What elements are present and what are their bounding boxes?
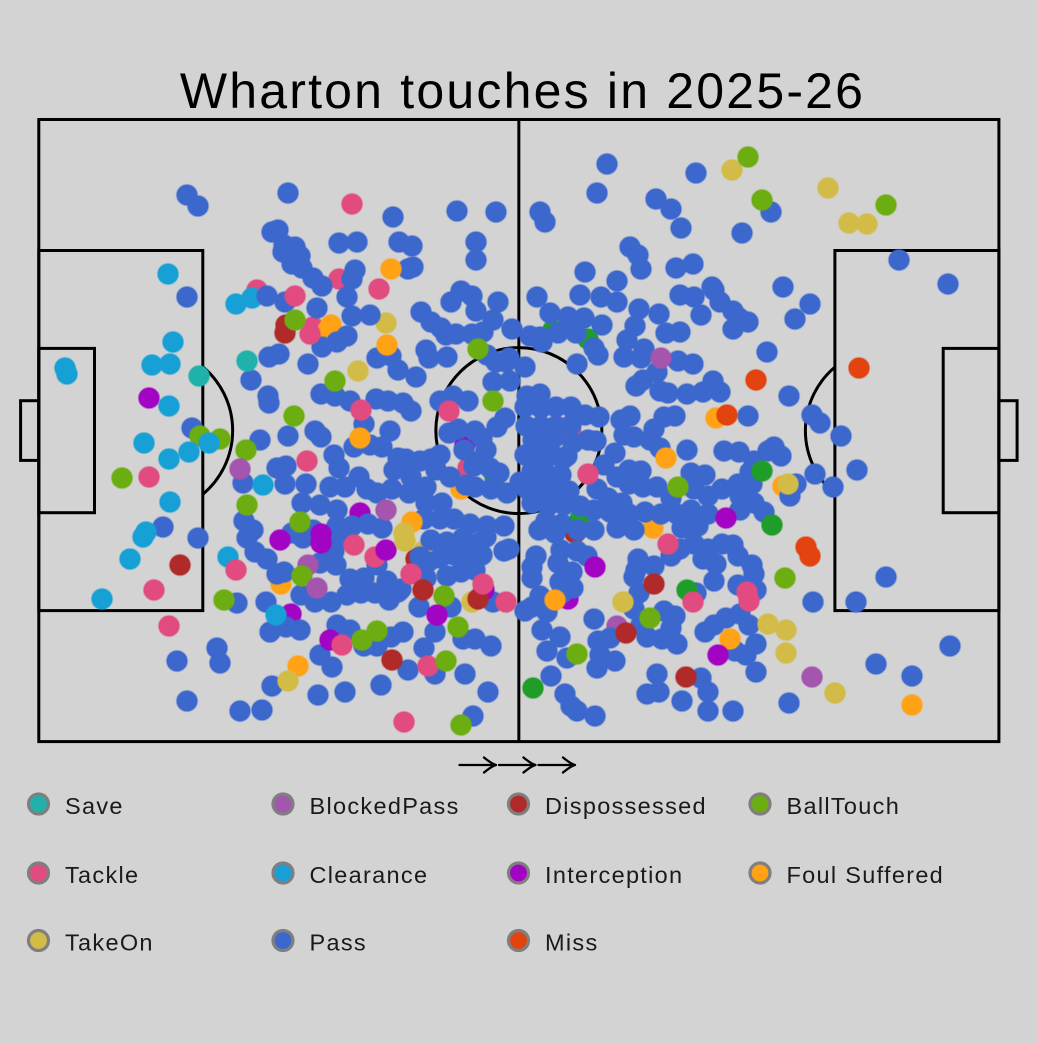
svg-text:Wharton touches in 2025-26: Wharton touches in 2025-26	[180, 63, 865, 119]
svg-text:BallTouch: BallTouch	[787, 793, 901, 819]
svg-text:TakeOn: TakeOn	[65, 930, 154, 956]
svg-text:Clearance: Clearance	[310, 862, 429, 888]
svg-text:Save: Save	[65, 793, 124, 819]
svg-text:Tackle: Tackle	[65, 862, 139, 888]
svg-text:BlockedPass: BlockedPass	[310, 793, 460, 819]
svg-text:Miss: Miss	[545, 930, 599, 956]
svg-text:Foul Suffered: Foul Suffered	[787, 862, 945, 888]
svg-text:Pass: Pass	[310, 930, 367, 956]
svg-text:Dispossessed: Dispossessed	[545, 793, 707, 819]
svg-text:Interception: Interception	[545, 862, 683, 888]
